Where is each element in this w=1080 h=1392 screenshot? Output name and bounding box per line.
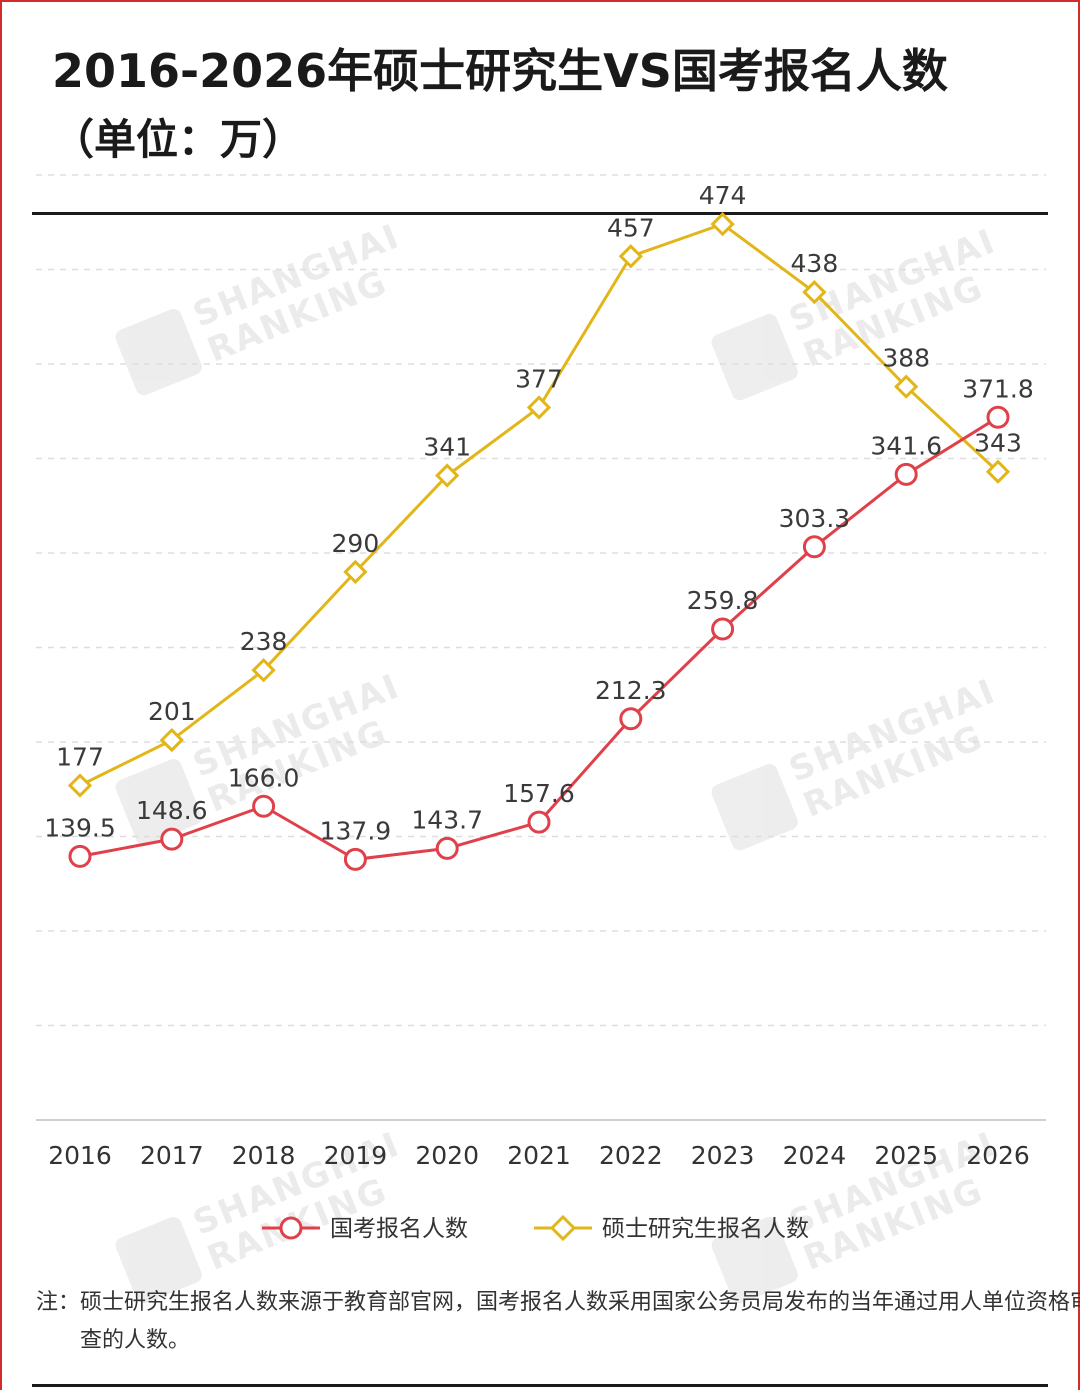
x-tick-label: 2021 [507, 1141, 571, 1170]
legend-marker-diamond [549, 1214, 577, 1242]
legend-marker-circle [279, 1216, 303, 1240]
data-point-circle [894, 462, 918, 486]
data-point-diamond [802, 280, 827, 305]
data-label: 166.0 [228, 763, 300, 792]
data-point-diamond [251, 658, 276, 683]
data-label: 177 [56, 742, 104, 771]
legend-label: 硕士研究生报名人数 [602, 1216, 809, 1242]
data-point-circle [68, 844, 92, 868]
data-label: 341.6 [870, 431, 942, 460]
chart-title: 2016-2026年硕士研究生VS国考报名人数 [52, 44, 948, 98]
data-point-diamond [710, 212, 735, 237]
legend-label: 国考报名人数 [330, 1216, 468, 1242]
data-point-circle [343, 847, 367, 871]
data-label: 341 [423, 433, 471, 462]
data-label: 137.9 [320, 816, 392, 845]
line-chart: 2016 2017 2018 2019 2020 2021 2022 2023 2024 2025… [36, 174, 1046, 1242]
bottom-divider [32, 1384, 1048, 1387]
data-point-diamond [159, 727, 184, 753]
data-label: 290 [332, 529, 380, 558]
data-label: 343 [974, 429, 1022, 458]
data-point-circle [986, 405, 1010, 429]
data-label: 201 [148, 697, 196, 726]
data-point-circle [435, 836, 459, 860]
data-point-circle [160, 827, 184, 851]
data-label: 259.8 [687, 586, 759, 615]
source-note: 注：硕士研究生报名人数来源于教育部官网，国考报名人数采用国家公务员局发布的当年通… [36, 1290, 1080, 1353]
data-label: 157.6 [503, 779, 575, 808]
data-point-diamond [67, 773, 93, 798]
x-tick-label: 2020 [415, 1141, 479, 1170]
data-label: 388 [882, 344, 930, 373]
data-label: 148.6 [136, 796, 208, 825]
x-tick-label: 2024 [783, 1141, 847, 1170]
data-point-circle [252, 794, 276, 818]
data-point-diamond [526, 395, 552, 420]
data-point-circle [527, 810, 551, 834]
data-point-circle [711, 617, 735, 641]
x-tick-label: 2023 [691, 1141, 755, 1170]
data-label: 438 [791, 249, 839, 278]
data-label: 143.7 [411, 805, 483, 834]
x-tick-label: 2022 [599, 1141, 663, 1170]
x-tick-label: 2019 [324, 1141, 388, 1170]
data-point-circle [802, 535, 826, 559]
data-point-circle [619, 707, 643, 731]
data-label: 238 [240, 627, 288, 656]
data-point-diamond [618, 244, 643, 269]
data-label: 371.8 [962, 374, 1034, 403]
title-divider [32, 212, 1048, 215]
x-tick-label: 2026 [966, 1141, 1030, 1170]
chart-subtitle: （单位：万） [52, 115, 305, 164]
data-point-diamond [894, 374, 919, 399]
data-point-diamond [985, 459, 1011, 484]
data-label: 303.3 [779, 504, 851, 533]
data-label: 377 [515, 364, 563, 393]
data-label: 474 [699, 181, 747, 210]
series-line [79, 222, 1000, 787]
x-tick-label: 2016 [48, 1141, 112, 1170]
x-tick-label: 2017 [140, 1141, 204, 1170]
x-tick-label: 2025 [874, 1141, 938, 1170]
data-point-diamond [343, 559, 368, 585]
x-tick-label: 2018 [232, 1141, 296, 1170]
data-label: 212.3 [595, 676, 667, 705]
data-point-diamond [435, 463, 460, 488]
data-label: 139.5 [44, 813, 116, 842]
data-label: 457 [607, 213, 655, 242]
